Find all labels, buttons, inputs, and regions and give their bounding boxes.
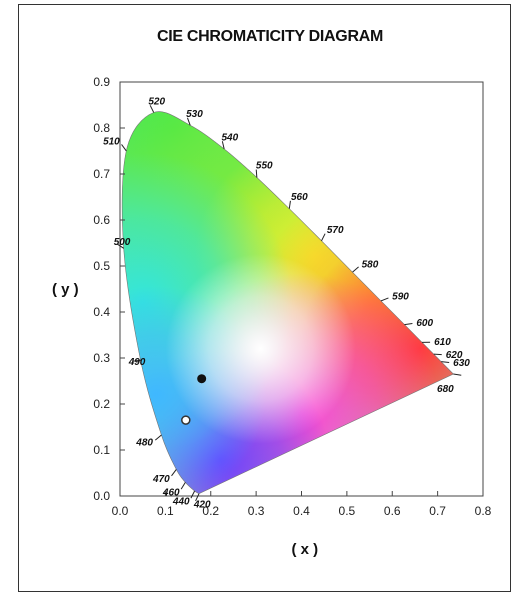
wavelength-label-580: 580: [362, 259, 379, 270]
wavelength-label-510: 510: [103, 136, 120, 147]
y-tick-label: 0.4: [93, 305, 110, 319]
y-tick-label: 0.6: [93, 213, 110, 227]
wavelength-label-600: 600: [416, 318, 433, 329]
x-tick-label: 0.8: [475, 504, 492, 518]
hollow-data-point: [181, 415, 191, 425]
wavelength-label-490: 490: [128, 357, 146, 368]
y-tick-label: 0.1: [93, 443, 110, 457]
wavelength-label-440: 440: [172, 497, 190, 508]
wavelength-label-680: 680: [437, 384, 454, 395]
wavelength-tick: [190, 490, 196, 499]
wavelength-label-570: 570: [327, 225, 344, 236]
wavelength-label-590: 590: [392, 292, 409, 303]
x-tick-label: 0.7: [429, 504, 446, 518]
wavelength-tick: [154, 434, 162, 441]
wavelength-label-560: 560: [291, 192, 308, 203]
y-tick-label: 0.3: [93, 351, 110, 365]
wavelength-tick: [149, 105, 155, 113]
wavelength-label-550: 550: [256, 161, 273, 172]
wavelength-tick: [180, 482, 186, 490]
wavelength-tick: [195, 493, 200, 502]
chart-title: CIE CHROMATICITY DIAGRAM: [157, 28, 383, 45]
wavelength-label-620: 620: [446, 350, 463, 361]
y-tick-label: 0.5: [93, 259, 110, 273]
y-tick-label: 0.8: [93, 121, 110, 135]
wavelength-label-630: 630: [453, 358, 470, 369]
y-tick-label: 0.9: [93, 75, 110, 89]
wavelength-tick: [321, 233, 326, 242]
y-tick-label: 0.7: [93, 167, 110, 181]
wavelength-tick: [380, 297, 389, 302]
x-tick-label: 0.6: [384, 504, 401, 518]
x-tick-label: 0.3: [248, 504, 265, 518]
wavelength-tick: [453, 373, 462, 376]
wavelength-tick: [404, 323, 413, 326]
filled-data-point: [197, 374, 207, 384]
wavelength-label-460: 460: [162, 488, 180, 499]
gamut-color-blob: [165, 253, 356, 444]
wavelength-tick: [132, 359, 141, 362]
wavelength-label-530: 530: [186, 109, 203, 120]
wavelength-tick: [221, 141, 225, 150]
x-tick-label: 0.4: [293, 504, 310, 518]
spectral-locus-outline: [121, 111, 454, 495]
x-tick-label: 0.5: [339, 504, 356, 518]
wavelength-tick: [116, 243, 124, 249]
wavelength-tick: [441, 361, 450, 363]
x-tick-label: 0.1: [157, 504, 174, 518]
wavelength-tick: [121, 144, 127, 152]
y-axis-label: ( y ): [52, 281, 79, 298]
wavelength-label-420: 420: [193, 500, 211, 511]
wavelength-tick: [288, 200, 291, 209]
wavelength-label-480: 480: [135, 438, 153, 449]
wavelength-label-520: 520: [148, 97, 165, 108]
y-tick-label: 0.2: [93, 397, 110, 411]
x-axis-label: ( x ): [292, 541, 319, 558]
wavelength-label-610: 610: [434, 337, 451, 348]
x-tick-label: 0.0: [112, 504, 129, 518]
y-tick-label: 0.0: [93, 489, 110, 503]
wavelength-tick: [171, 469, 177, 477]
wavelength-tick: [186, 117, 191, 126]
wavelength-tick: [255, 169, 258, 178]
wavelength-tick: [352, 266, 359, 273]
wavelength-label-470: 470: [152, 474, 170, 485]
wavelength-label-540: 540: [221, 132, 238, 143]
x-tick-label: 0.2: [202, 504, 219, 518]
wavelength-label-500: 500: [114, 237, 131, 248]
